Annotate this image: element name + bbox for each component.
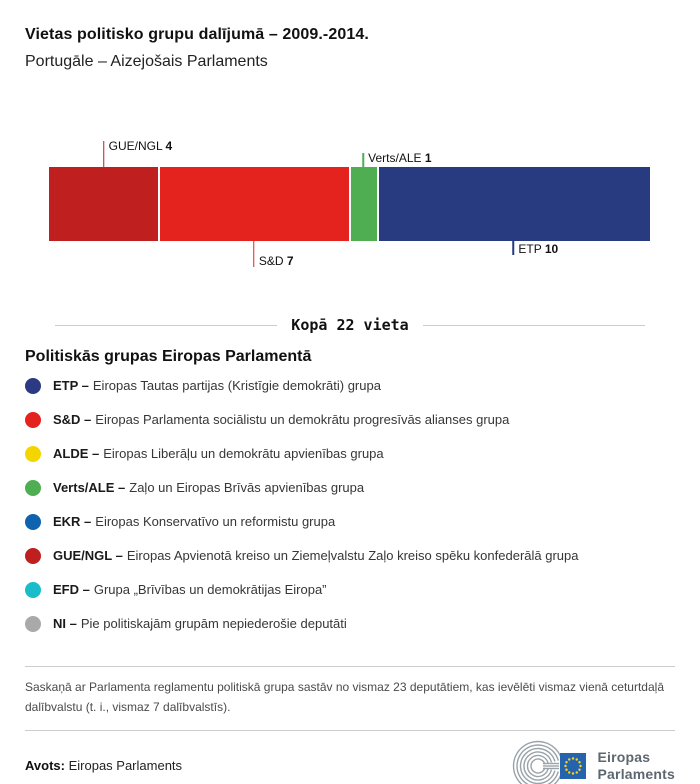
legend-abbr: ETP – — [53, 378, 89, 393]
legend-abbr: EKR – — [53, 514, 92, 529]
legend-label: S&D – Eiropas Parlamenta sociālistu un de… — [53, 412, 509, 428]
legend-abbr: NI – — [53, 616, 77, 631]
legend-label: GUE/NGL – Eiropas Apvienotā kreiso un Zie… — [53, 548, 578, 564]
legend-abbr: EFD – — [53, 582, 90, 597]
ep-logo-line1: Eiropas — [597, 748, 651, 765]
bar-segment-gue-ngl — [49, 167, 159, 241]
bar-label-etp: ETP 10 — [518, 242, 559, 256]
legend-label: ETP – Eiropas Tautas partijas (Kristīgie … — [53, 378, 381, 394]
legend-abbr: Verts/ALE – — [53, 480, 126, 495]
total-divider: Kopā 22 vieta — [55, 316, 645, 334]
legend-desc: Eiropas Apvienotā kreiso un Ziemeļvalstu… — [126, 548, 579, 563]
legend-item: S&D – Eiropas Parlamenta sociālistu un de… — [25, 403, 675, 437]
legend-color-dot — [25, 616, 41, 632]
ep-logo: Eiropas Parlaments — [512, 740, 675, 784]
legend-abbr: ALDE – — [53, 446, 100, 461]
legend-item: NI – Pie politiskajām grupām nepiederošie… — [25, 607, 675, 641]
tick-verts-ale — [362, 153, 364, 167]
legend-desc: Pie politiskajām grupām nepiederošie dep… — [80, 616, 347, 631]
legend-item: EKR – Eiropas Konservatīvo un reformistu … — [25, 505, 675, 539]
seat-chart: GUE/NGL 4 Verts/ALE 1 S&D 7 ETP 10 — [49, 139, 650, 271]
footer: Avots: Eiropas Parlaments — [25, 740, 675, 784]
legend-item: ALDE – Eiropas Liberāļu un demokrātu apvi… — [25, 437, 675, 471]
legend-item: ETP – Eiropas Tautas partijas (Kristīgie … — [25, 369, 675, 403]
bar-label-verts-ale: Verts/ALE 1 — [368, 151, 432, 165]
eu-stars — [563, 757, 582, 775]
ep-hemicycle-icon — [512, 740, 586, 784]
tick-gue-ngl — [102, 141, 105, 167]
source-label: Avots: — [25, 758, 65, 774]
divider-line-left — [55, 324, 278, 326]
legend-abbr: GUE/NGL – — [53, 548, 123, 563]
legend-list: ETP – Eiropas Tautas partijas (Kristīgie … — [25, 369, 675, 641]
legend-desc: Grupa „Brīvības un demokrātijas Eiropa” — [93, 582, 327, 597]
legend-desc: Eiropas Tautas partijas (Kristīgie demok… — [92, 378, 381, 393]
bar-segment-verts-ale — [349, 167, 377, 241]
legend-label: EKR – Eiropas Konservatīvo un reformistu … — [53, 514, 335, 530]
legend-desc: Eiropas Parlamenta sociālistu un demokrā… — [95, 412, 510, 427]
legend-color-dot — [25, 446, 41, 462]
divider-line-right — [422, 324, 645, 326]
seat-bar — [49, 167, 650, 241]
tick-etp — [512, 241, 515, 255]
bar-segment-etp — [376, 167, 650, 241]
legend-color-dot — [25, 412, 41, 428]
legend-label: ALDE – Eiropas Liberāļu un demokrātu apvi… — [53, 446, 384, 462]
legend-label: NI – Pie politiskajām grupām nepiederošie… — [53, 616, 347, 632]
page-title: Vietas politisko grupu dalījumā – 2009.-… — [25, 26, 369, 43]
legend-desc: Eiropas Konservatīvo un reformistu grupa — [95, 514, 336, 529]
ep-logo-wordmark: Eiropas Parlaments — [598, 749, 675, 783]
bar-label-gue-ngl: GUE/NGL 4 — [108, 139, 173, 153]
legend-color-dot — [25, 582, 41, 598]
bar-label-s-d: S&D 7 — [258, 254, 294, 268]
legend-label: EFD – Grupa „Brīvības un demokrātijas Eir… — [53, 582, 327, 598]
legend-item: Verts/ALE – Zaļo un Eiropas Brīvās apvien… — [25, 471, 675, 505]
tick-s-d — [253, 241, 255, 267]
bar-labels-bottom: S&D 7 ETP 10 — [49, 241, 650, 271]
page-subtitle: Portugāle – Aizejošais Parlaments — [25, 53, 268, 70]
footnote: Saskaņā ar Parlamenta reglamentu politis… — [25, 666, 675, 731]
legend-color-dot — [25, 548, 41, 564]
legend-desc: Eiropas Liberāļu un demokrātu apvienības… — [103, 446, 384, 461]
eu-flag-square — [559, 752, 586, 779]
source-value: Eiropas Parlaments — [68, 758, 183, 774]
legend-color-dot — [25, 378, 41, 394]
bar-segment-s-d — [158, 167, 350, 241]
legend-heading: Politiskās grupas Eiropas Parlamentā — [25, 348, 312, 365]
bar-labels-top: GUE/NGL 4 Verts/ALE 1 — [49, 139, 650, 167]
legend-item: EFD – Grupa „Brīvības un demokrātijas Eir… — [25, 573, 675, 607]
legend-color-dot — [25, 514, 41, 530]
legend-color-dot — [25, 480, 41, 496]
legend-abbr: S&D – — [53, 412, 92, 427]
total-seats-label: Kopā 22 vieta — [291, 316, 409, 334]
ep-logo-line2: Parlaments — [597, 765, 675, 782]
legend-desc: Zaļo un Eiropas Brīvās apvienības grupa — [129, 480, 365, 495]
source-line: Avots: Eiropas Parlaments — [25, 758, 182, 773]
legend-label: Verts/ALE – Zaļo un Eiropas Brīvās apvien… — [53, 480, 364, 496]
legend-item: GUE/NGL – Eiropas Apvienotā kreiso un Zie… — [25, 539, 675, 573]
